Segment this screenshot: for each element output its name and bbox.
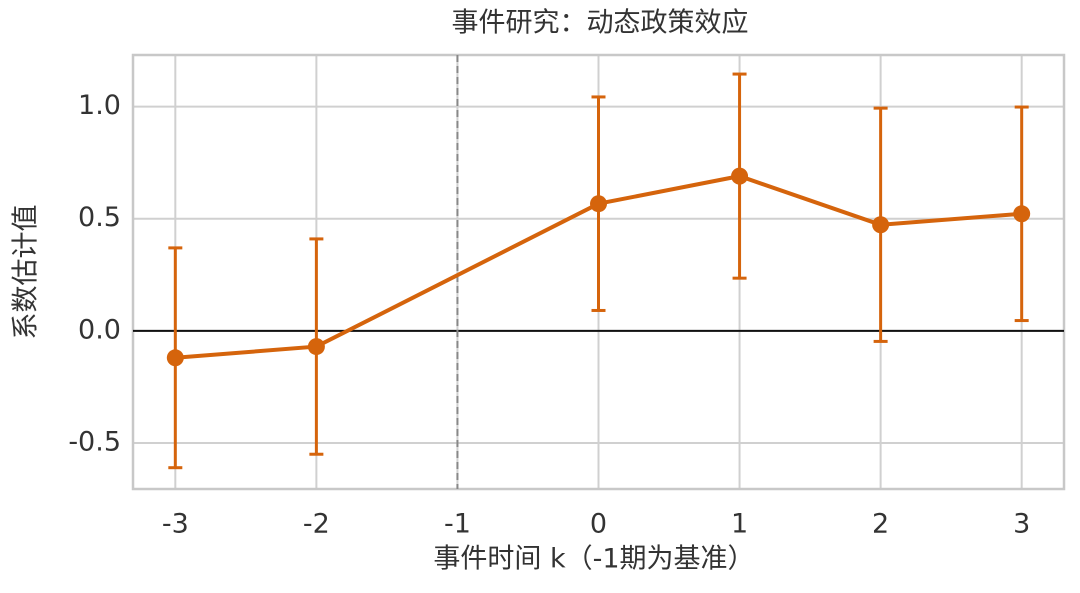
y-axis-label: 系数估计值 — [11, 205, 42, 340]
y-tick-label: 0.5 — [78, 202, 121, 233]
data-point — [1013, 205, 1031, 223]
x-tick-label: -3 — [162, 509, 189, 540]
x-tick-label: 3 — [1013, 509, 1030, 540]
data-point — [731, 167, 749, 185]
data-point — [872, 216, 890, 234]
data-point — [307, 338, 325, 356]
series-line — [175, 174, 1022, 360]
data-point — [590, 195, 607, 213]
x-tick-label: -2 — [303, 509, 330, 540]
plot-frame — [131, 53, 1066, 491]
x-tick-label: 2 — [872, 509, 889, 540]
data-point — [166, 349, 184, 367]
y-tick-label: 0.0 — [78, 314, 121, 345]
chart-title: 事件研究：动态政策效应 — [452, 8, 749, 39]
x-tick-label: 1 — [731, 509, 748, 540]
x-tick-label: -1 — [444, 509, 471, 540]
x-axis-label: 事件时间 k（-1期为基准） — [433, 544, 754, 575]
y-tick-label: -0.5 — [68, 427, 121, 458]
y-tick-label: 1.0 — [78, 90, 121, 121]
x-tick-label: 0 — [590, 509, 607, 540]
